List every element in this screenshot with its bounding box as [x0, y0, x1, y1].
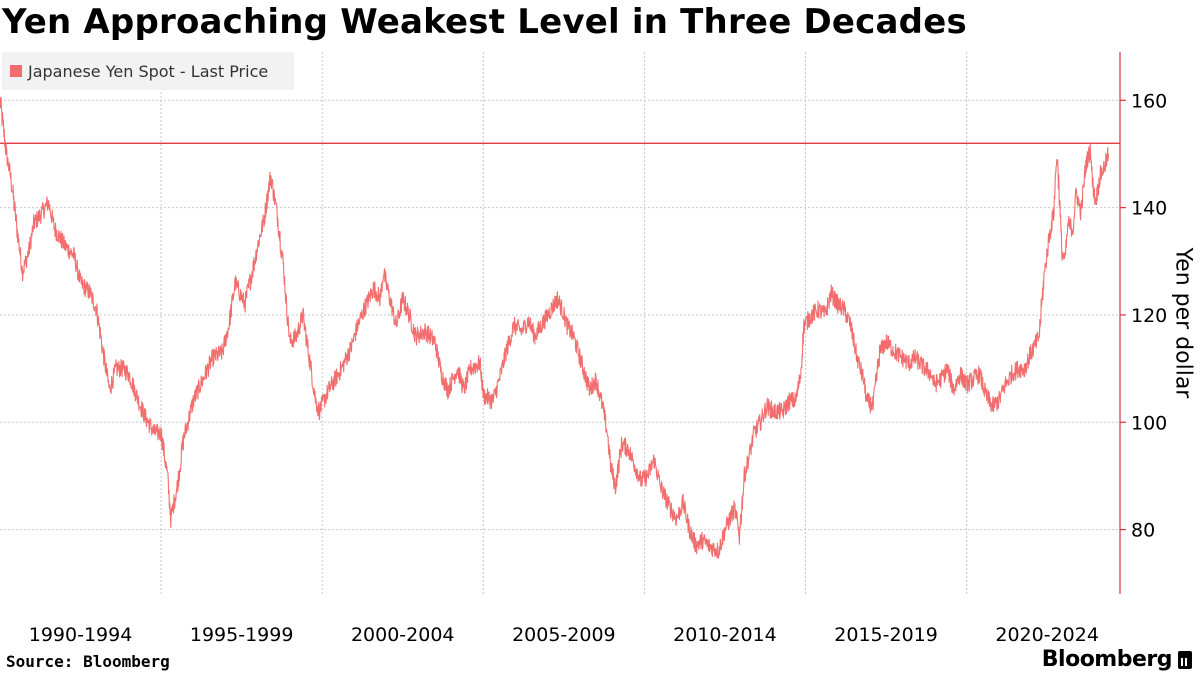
y-tick-label-100: 100	[1131, 412, 1167, 434]
logo-wordmark: Bloomberg	[1041, 647, 1173, 672]
x-tick-label-2020-2024: 2020-2024	[995, 624, 1099, 646]
x-tick-label-2015-2019: 2015-2019	[834, 624, 938, 646]
gridlines	[0, 52, 1120, 594]
legend-swatch	[10, 65, 22, 77]
chart-title: Yen Approaching Weakest Level in Three D…	[2, 2, 967, 42]
x-tick-label-1990-1994: 1990-1994	[29, 624, 133, 646]
series-layer	[0, 96, 1109, 559]
y-tick-label-140: 140	[1131, 198, 1167, 220]
series-line-yen-spot	[0, 96, 1109, 559]
y-tick-label-80: 80	[1131, 520, 1155, 542]
legend: Japanese Yen Spot - Last Price	[2, 52, 294, 90]
x-tick-labels: 1990-1994 1995-1999 2000-2004 2005-2009 2010…	[29, 624, 1099, 646]
y-tick-label-120: 120	[1131, 305, 1167, 327]
bloomberg-logo: Bloomberg	[1042, 647, 1192, 672]
y-axis-label: Yen per dollar	[1170, 247, 1196, 399]
x-tick-label-1995-1999: 1995-1999	[190, 624, 294, 646]
y-tick-labels: 80 100 120 140 160	[1131, 90, 1167, 541]
x-tick-label-2000-2004: 2000-2004	[351, 624, 455, 646]
bloomberg-terminal-icon	[1178, 650, 1192, 669]
legend-label: Japanese Yen Spot - Last Price	[28, 61, 269, 81]
x-tick-label-2005-2009: 2005-2009	[512, 624, 616, 646]
x-tick-label-2010-2014: 2010-2014	[673, 624, 777, 646]
y-axis	[1119, 52, 1126, 594]
y-tick-label-160: 160	[1131, 90, 1167, 112]
source-note: Source: Bloomberg	[6, 652, 170, 671]
